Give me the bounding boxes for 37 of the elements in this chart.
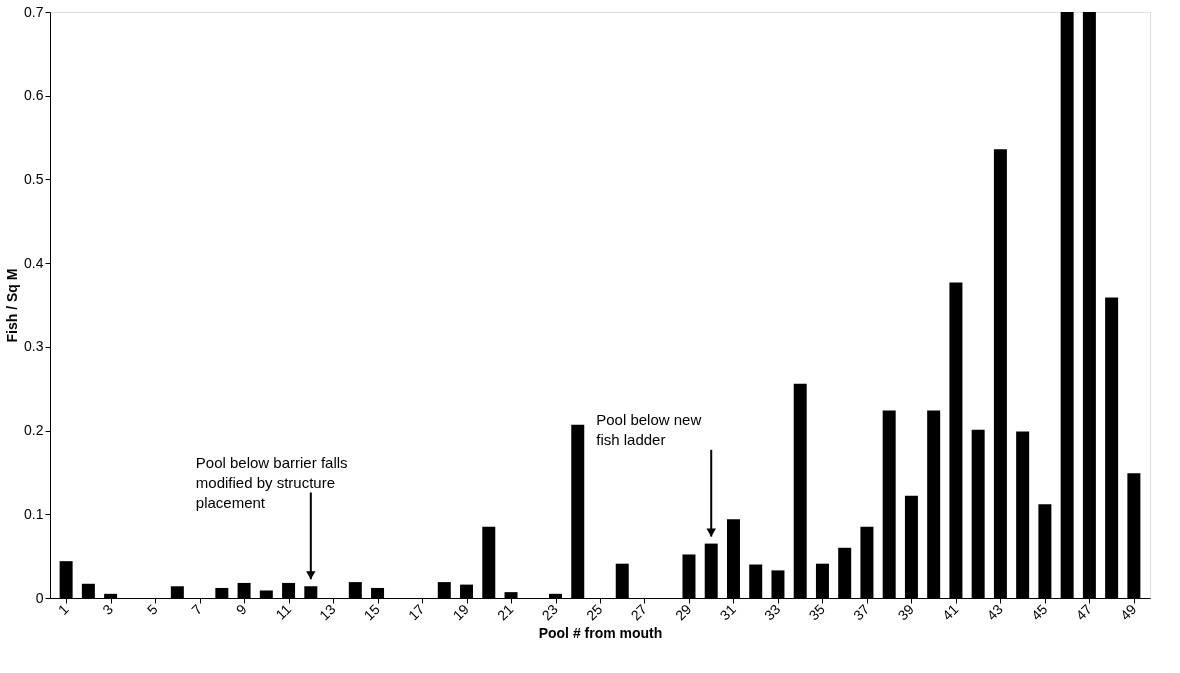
x-tick-label: 29	[672, 600, 695, 624]
x-tick-label: 7	[188, 600, 206, 618]
y-tick-label: 0.3	[24, 338, 44, 355]
y-tick-label: 0.4	[24, 254, 44, 271]
x-tick-label: 27	[627, 600, 651, 624]
y-tick-label: 0.1	[24, 505, 44, 522]
x-tick-label: 41	[939, 600, 962, 624]
x-tick-label: 13	[316, 600, 339, 624]
x-tick-label: 45	[1028, 600, 1051, 624]
x-tick-label: 23	[538, 600, 562, 624]
x-tick-label: 37	[850, 600, 873, 624]
x-tick-label: 35	[805, 600, 829, 624]
y-axis-title: Fish / Sq M	[4, 268, 21, 343]
y-tick-label: 0.6	[24, 87, 44, 104]
x-tick-label: 33	[761, 600, 784, 624]
x-tick-label: 39	[894, 600, 918, 624]
x-tick-label: 43	[983, 600, 1006, 624]
x-tick-label: 21	[494, 600, 517, 624]
annotation: Pool below new fish ladder	[596, 410, 702, 448]
y-tick-label: 0	[35, 589, 44, 606]
annotation: Pool below barrier falls modified by structure placement	[195, 453, 348, 511]
x-tick-label: 19	[449, 600, 473, 624]
y-tick-label: 0.5	[24, 170, 44, 187]
x-tick-label: 47	[1072, 600, 1095, 624]
y-tick-label: 0.2	[24, 422, 44, 439]
x-tick-label: 3	[99, 600, 117, 618]
x-tick-label: 25	[583, 600, 606, 624]
x-tick-label: 5	[143, 600, 161, 618]
x-tick-label: 1	[54, 600, 72, 618]
x-tick-label: 11	[272, 600, 295, 623]
x-tick-label: 17	[405, 600, 428, 624]
x-tick-label: 31	[716, 600, 740, 624]
y-tick-label: 0.7	[24, 3, 44, 20]
x-tick-label: 15	[360, 600, 384, 624]
x-axis-title: Pool # from mouth	[538, 625, 663, 642]
x-tick-label: 49	[1117, 600, 1140, 624]
x-tick-label: 9	[232, 600, 250, 618]
